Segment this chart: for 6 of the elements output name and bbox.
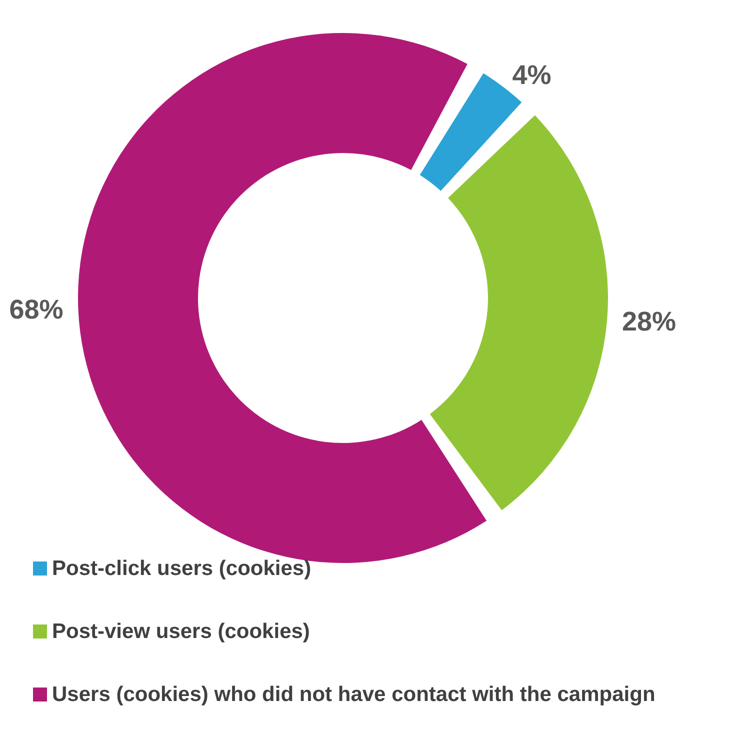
legend-label: Post-click users (cookies)	[52, 557, 312, 580]
legend-label: Users (cookies) who did not have contact with the campaign	[52, 683, 656, 706]
data-label: 68%	[9, 294, 64, 325]
legend-label: Post-view users (cookies)	[52, 620, 310, 643]
data-label: 4%	[512, 60, 552, 90]
data-label: 28%	[622, 306, 676, 336]
